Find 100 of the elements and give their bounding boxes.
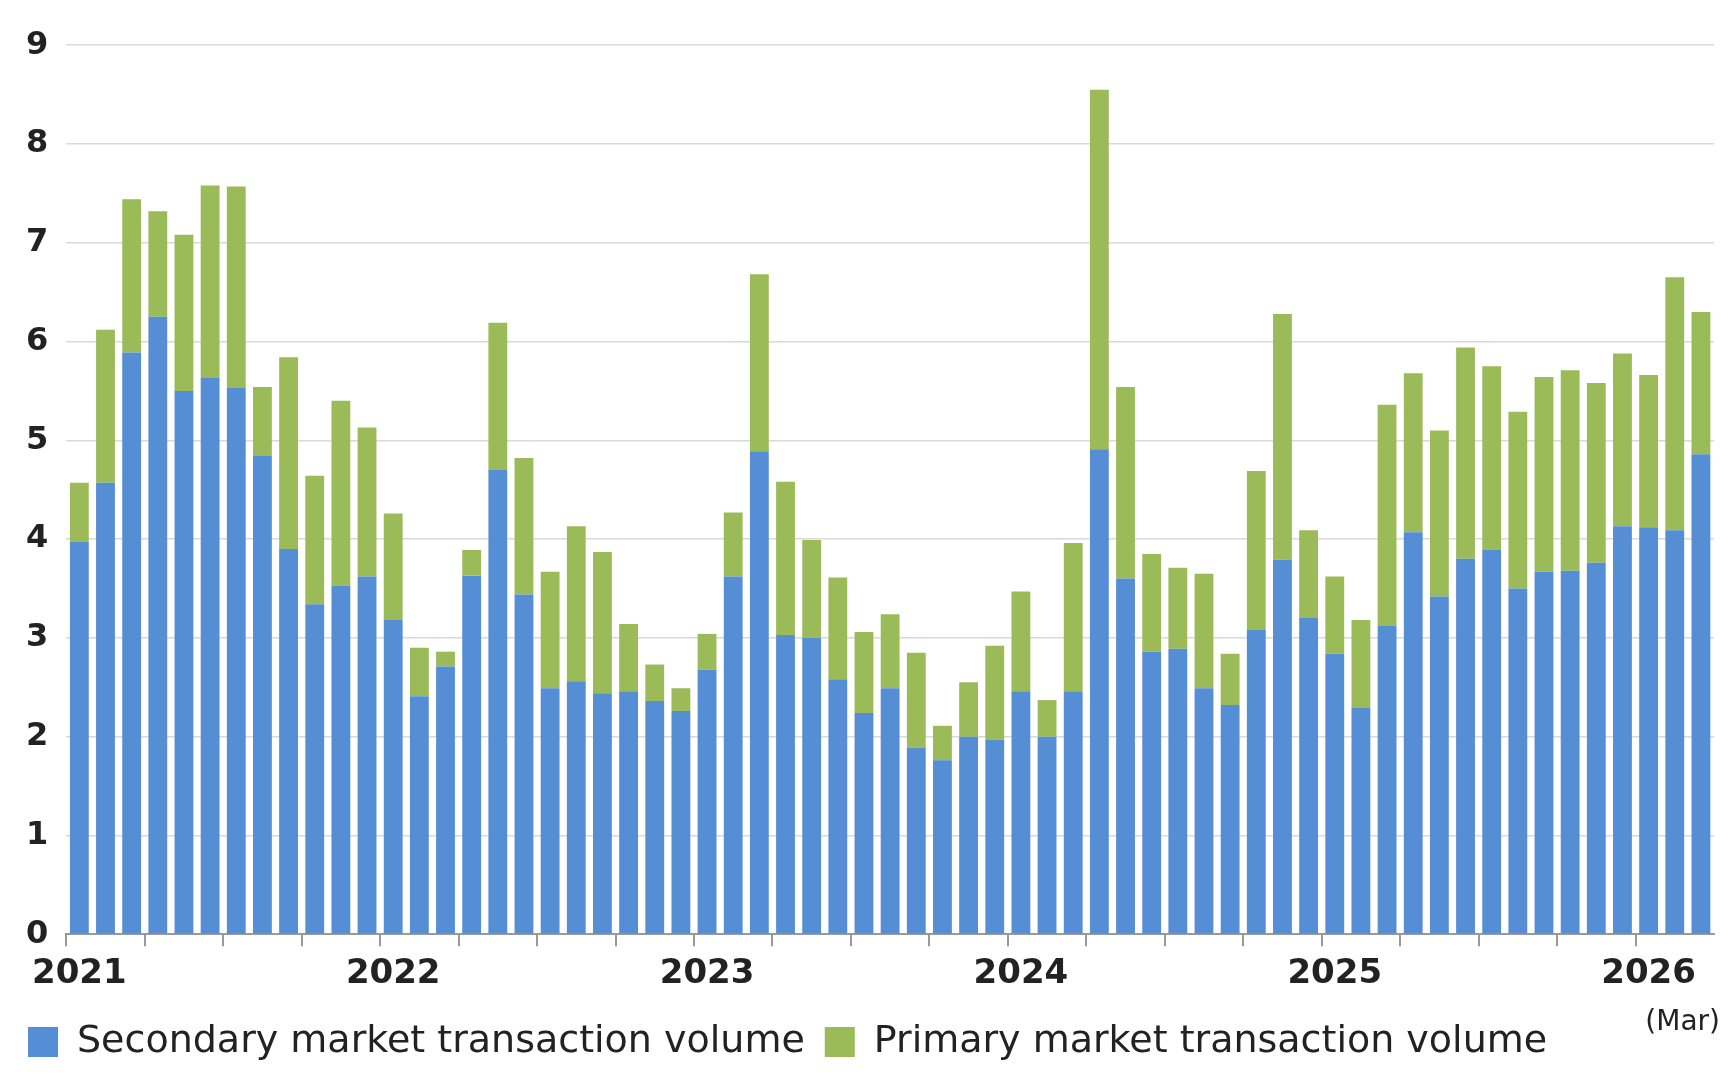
bar	[1273, 559, 1292, 934]
bar	[1037, 736, 1057, 934]
bar	[776, 634, 795, 934]
bar	[854, 631, 874, 713]
bar	[279, 548, 298, 934]
x-tick-label: 2023	[659, 951, 755, 992]
bar	[1142, 651, 1162, 934]
bar	[1220, 705, 1240, 934]
bar	[331, 585, 351, 934]
bar	[619, 691, 638, 934]
bar	[1351, 620, 1371, 708]
bar	[148, 316, 168, 934]
bar	[566, 526, 586, 682]
bar	[593, 551, 612, 694]
legend-label: Secondary market transaction volume	[77, 1016, 805, 1061]
bar	[1691, 311, 1711, 455]
bar	[933, 725, 952, 761]
y-tick-label: 0	[26, 912, 49, 951]
text: (Mar)	[1645, 1004, 1720, 1038]
bar	[69, 542, 89, 934]
bar	[906, 652, 926, 748]
bar	[697, 669, 717, 934]
bar	[305, 475, 325, 605]
bar	[776, 481, 795, 635]
y-tick-label: 4	[26, 517, 49, 556]
bar	[253, 456, 272, 934]
bar	[854, 712, 874, 934]
bar	[200, 378, 220, 934]
bar	[148, 211, 168, 317]
bar	[279, 357, 298, 549]
bar	[1639, 375, 1659, 528]
bar	[96, 482, 115, 934]
bar	[1429, 596, 1449, 934]
bar	[959, 682, 979, 737]
bar	[985, 739, 1005, 934]
bar	[880, 688, 900, 934]
bar	[1351, 708, 1371, 934]
bar	[1508, 411, 1528, 589]
bar	[1168, 567, 1188, 649]
bar	[331, 400, 351, 586]
y-tick-label: 6	[26, 319, 49, 358]
bar	[96, 329, 115, 483]
bar	[802, 540, 822, 638]
bar	[1089, 449, 1109, 934]
bar	[1613, 353, 1632, 527]
bar	[69, 482, 89, 543]
bar	[985, 645, 1005, 740]
bar	[1246, 629, 1266, 934]
bar	[1429, 430, 1449, 597]
bar	[436, 651, 455, 667]
legend-label: Primary market transaction volume	[873, 1016, 1548, 1061]
bar	[305, 604, 325, 934]
bar	[409, 647, 429, 697]
bar	[880, 614, 900, 689]
bar	[1011, 591, 1031, 692]
bar	[1116, 386, 1135, 579]
bar	[697, 633, 717, 670]
bar	[1534, 571, 1554, 934]
bar	[566, 681, 586, 934]
bar	[1560, 570, 1580, 934]
bar	[122, 352, 142, 934]
bar	[619, 624, 638, 692]
bar	[226, 387, 246, 934]
bar	[1377, 626, 1397, 934]
bar	[462, 575, 482, 934]
bar	[959, 736, 979, 934]
bar	[514, 594, 534, 934]
bar	[200, 185, 220, 379]
bar	[462, 549, 482, 576]
bar	[1456, 558, 1475, 934]
bar	[1482, 549, 1502, 934]
bar	[906, 747, 926, 934]
y-tick-label: 5	[26, 418, 49, 457]
bar	[1273, 313, 1292, 560]
bar	[1089, 89, 1109, 450]
bar	[540, 688, 560, 934]
bar	[1194, 573, 1214, 689]
bar	[383, 513, 403, 621]
bar	[1168, 648, 1188, 934]
bar	[1403, 532, 1423, 934]
bar	[828, 577, 848, 680]
bar	[1246, 470, 1266, 630]
bar	[540, 571, 560, 689]
bar	[1586, 562, 1606, 934]
y-tick-label: 9	[26, 23, 49, 62]
bar	[1456, 347, 1475, 559]
bar	[383, 620, 403, 934]
x-tick-label: 2022	[345, 951, 441, 992]
bar	[645, 664, 665, 702]
bar	[1508, 588, 1528, 934]
bar	[802, 637, 822, 934]
bar	[409, 696, 429, 934]
bar	[828, 679, 848, 934]
bar	[174, 390, 194, 934]
bar	[933, 760, 952, 934]
bar	[1325, 653, 1345, 934]
bar	[1665, 277, 1685, 531]
bar	[174, 234, 194, 391]
bar	[749, 451, 769, 934]
bar	[1220, 653, 1240, 706]
